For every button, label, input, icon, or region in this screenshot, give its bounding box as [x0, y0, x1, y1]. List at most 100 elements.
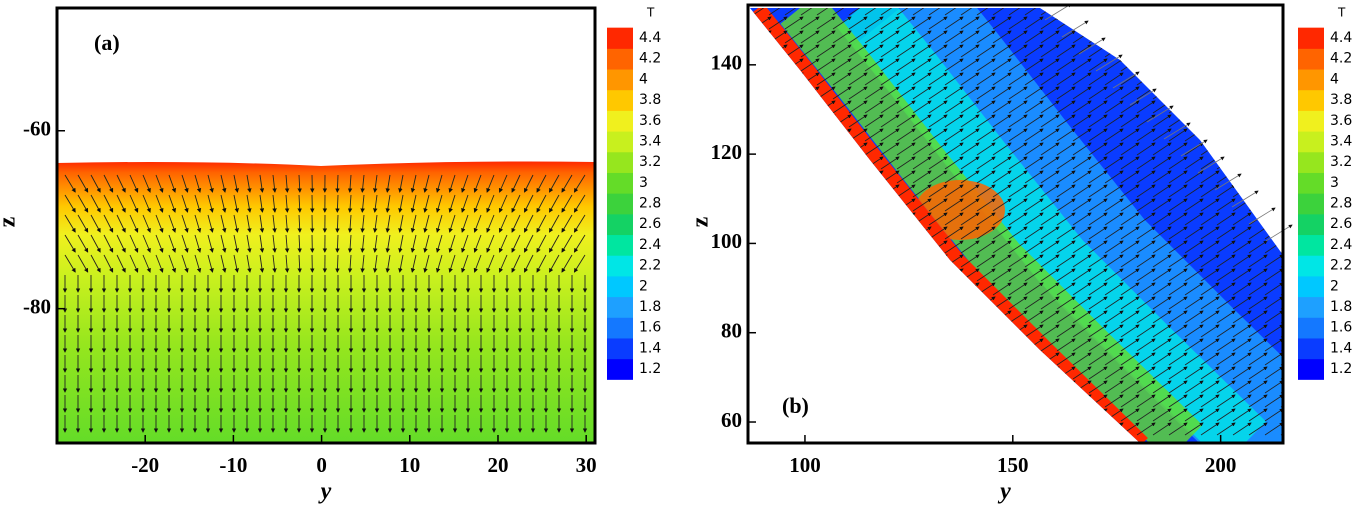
colorbar-tick-label: 3.2	[1330, 154, 1352, 170]
velocity-arrow	[848, 100, 868, 114]
velocity-arrow	[944, 198, 964, 212]
velocity-arrow	[944, 184, 964, 198]
colorbar-tick-label: 1.4	[639, 340, 661, 356]
velocity-arrow	[1072, 254, 1092, 268]
velocity-arrow	[385, 234, 391, 253]
velocity-arrow	[1104, 30, 1124, 44]
velocity-arrow	[1216, 100, 1236, 114]
velocity-arrow	[896, 240, 916, 254]
velocity-arrow	[864, 310, 884, 324]
velocity-arrow	[1024, 114, 1044, 128]
velocity-arrow	[768, 282, 788, 296]
velocity-arrow	[1040, 128, 1060, 142]
velocity-arrow	[1264, 30, 1283, 44]
velocity-arrow	[1072, 296, 1092, 310]
velocity-arrow	[960, 184, 980, 198]
velocity-arrow	[1168, 86, 1188, 100]
velocity-arrow	[486, 194, 495, 213]
velocity-arrow	[960, 170, 980, 184]
velocity-arrow	[976, 198, 996, 212]
velocity-arrow	[960, 366, 980, 380]
velocity-arrow	[880, 394, 900, 408]
velocity-arrow	[880, 408, 900, 422]
velocity-arrow	[1088, 212, 1108, 226]
velocity-arrow	[752, 366, 772, 380]
velocity-arrow	[768, 72, 788, 86]
velocity-arrow	[1008, 16, 1028, 30]
colorbar-band	[1298, 48, 1324, 70]
velocity-arrow	[1232, 422, 1252, 436]
velocity-arrow	[524, 174, 534, 193]
velocity-arrow	[928, 212, 948, 226]
velocity-arrow	[1088, 366, 1108, 380]
velocity-arrow	[928, 380, 948, 394]
velocity-arrow	[880, 254, 900, 268]
velocity-arrow	[864, 8, 884, 16]
velocity-arrow	[259, 234, 265, 253]
velocity-arrow	[129, 194, 139, 213]
velocity-arrow	[448, 234, 456, 253]
velocity-arrow	[912, 142, 932, 156]
velocity-arrow	[1061, 20, 1089, 38]
velocity-arrow	[1152, 44, 1172, 58]
velocity-arrow	[1264, 198, 1283, 212]
velocity-arrow	[816, 240, 836, 254]
velocity-arrow	[1200, 30, 1220, 44]
velocity-arrow	[142, 194, 151, 213]
velocity-arrow	[848, 114, 868, 128]
velocity-arrow	[1008, 114, 1028, 128]
velocity-arrow	[1024, 30, 1044, 44]
velocity-arrow	[864, 282, 884, 296]
velocity-arrow	[752, 408, 772, 422]
velocity-arrow	[976, 394, 996, 408]
velocity-arrow	[864, 198, 884, 212]
velocity-arrow	[1024, 310, 1044, 324]
velocity-arrow	[64, 234, 76, 253]
velocity-arrow	[1072, 310, 1092, 324]
velocity-arrow	[1168, 226, 1188, 240]
velocity-arrow	[1168, 170, 1188, 184]
colorbar-band	[1298, 255, 1324, 277]
velocity-arrow	[912, 268, 932, 282]
velocity-arrow	[1152, 142, 1172, 156]
velocity-arrow	[1136, 156, 1156, 170]
velocity-arrow	[511, 234, 521, 253]
field	[750, 3, 1293, 443]
velocity-arrow	[768, 142, 788, 156]
velocity-arrow	[536, 234, 547, 253]
colorbar-band	[1298, 275, 1324, 298]
velocity-arrow	[398, 174, 404, 193]
colorbar-band	[1298, 172, 1324, 194]
velocity-arrow	[486, 174, 495, 193]
velocity-arrow	[1120, 324, 1140, 338]
velocity-arrow	[1088, 422, 1108, 436]
velocity-arrow	[246, 194, 252, 213]
velocity-arrow	[1072, 156, 1092, 170]
velocity-arrow	[1152, 338, 1172, 352]
velocity-arrow	[976, 240, 996, 254]
velocity-arrow	[1216, 184, 1236, 198]
velocity-arrow	[1200, 86, 1220, 100]
velocity-arrow	[1104, 422, 1124, 436]
velocity-arrow	[992, 8, 1012, 16]
velocity-arrow	[768, 240, 788, 254]
velocity-arrow	[1008, 184, 1028, 198]
velocity-arrow	[1120, 86, 1140, 100]
velocity-arrow	[944, 156, 964, 170]
colorbar-tick-label: 4.4	[639, 30, 661, 46]
velocity-arrow	[1104, 254, 1124, 268]
velocity-arrow	[848, 296, 868, 310]
velocity-arrow	[1008, 296, 1028, 310]
velocity-arrow	[423, 214, 430, 233]
velocity-arrow	[1200, 170, 1220, 184]
velocity-arrow	[944, 86, 964, 100]
colorbar-tick-label: 3.6	[639, 113, 661, 129]
velocity-arrow	[912, 156, 932, 170]
velocity-arrow	[864, 296, 884, 310]
velocity-arrow	[912, 296, 932, 310]
velocity-arrow	[832, 226, 852, 240]
velocity-arrow	[848, 72, 868, 86]
velocity-arrow	[816, 352, 836, 366]
colorbar-band	[607, 172, 633, 194]
velocity-arrow	[864, 86, 884, 100]
